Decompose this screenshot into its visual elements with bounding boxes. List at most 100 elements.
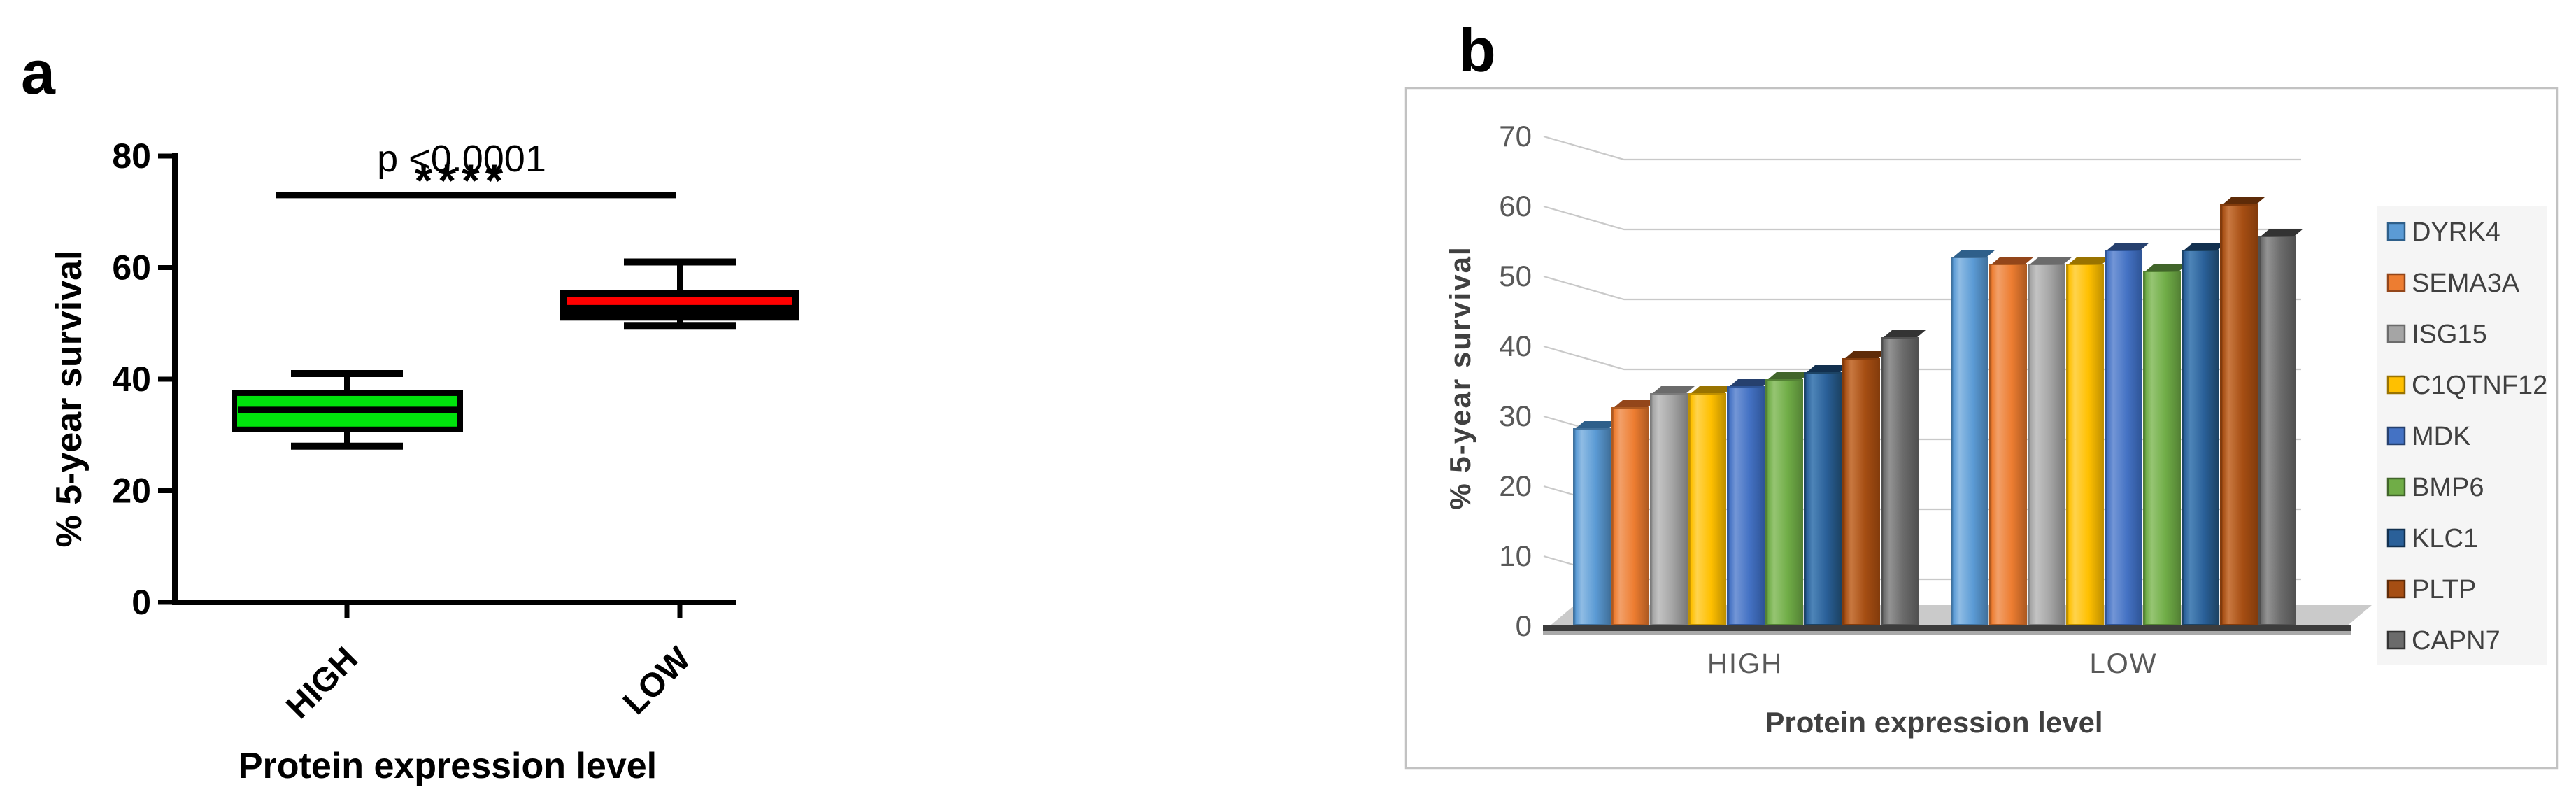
- bar-top-face: [1883, 330, 1926, 338]
- bar-front-face: [2143, 271, 2181, 625]
- floor-front-face: [1543, 631, 2351, 635]
- bar-c1qtnf12-low: [2066, 257, 2111, 625]
- bar-dyrk4-high: [1573, 421, 1618, 625]
- box-rect: [232, 390, 463, 432]
- bar-mdk-low: [2105, 243, 2149, 625]
- y-tick-label: 80: [112, 136, 151, 176]
- bar-top-face: [1691, 386, 1733, 394]
- legend-swatch-icon: [2386, 528, 2406, 548]
- x-axis-title: Protein expression level: [239, 746, 657, 786]
- bar-c1qtnf12-high: [1688, 386, 1733, 625]
- bar-top-face: [2261, 229, 2303, 236]
- legend-label: PLTP: [2412, 575, 2476, 604]
- bar-isg15-low: [2028, 257, 2072, 625]
- bar-bmp6-low: [2143, 264, 2188, 625]
- bar-front-face: [2066, 264, 2104, 625]
- legend-item-sema3a: SEMA3A: [2386, 269, 2520, 298]
- bar-front-face: [1650, 393, 1688, 625]
- bar-top-face: [1806, 365, 1849, 373]
- bar-klc1-low: [2182, 243, 2226, 625]
- y-tick-label: 20: [112, 472, 151, 511]
- bar-pltp-high: [1842, 351, 1887, 625]
- significance-stars: ****: [415, 155, 509, 206]
- bar-front-face: [1727, 386, 1765, 625]
- panel-b-label: b: [1458, 15, 1496, 85]
- bar-top-face: [2145, 264, 2188, 271]
- bar-top-face: [1729, 379, 1772, 387]
- y-axis-title: % 5-year survival: [49, 250, 90, 548]
- bar-front-face: [1688, 393, 1726, 625]
- y-tick-label: 70: [1499, 120, 1532, 153]
- bar-front-face: [2105, 250, 2142, 625]
- y-tick-label: 30: [1499, 399, 1532, 432]
- legend-swatch-icon: [2386, 426, 2406, 446]
- bar-sema3a-low: [1989, 257, 2034, 625]
- bar-front-face: [1611, 407, 1649, 625]
- bar-capn7-high: [1881, 330, 1926, 625]
- legend-label: KLC1: [2412, 524, 2478, 553]
- legend-item-c1qtnf12: C1QTNF12: [2386, 371, 2547, 400]
- x-category-label: HIGH: [1707, 648, 1783, 679]
- legend-label: SEMA3A: [2412, 269, 2520, 298]
- y-tick-label: 50: [1499, 260, 1532, 292]
- gridline: [1543, 205, 2301, 231]
- x-axis-title: Protein expression level: [1765, 706, 2102, 739]
- legend-item-dyrk4: DYRK4: [2386, 218, 2500, 247]
- legend-swatch-icon: [2386, 324, 2406, 343]
- bar-mdk-high: [1727, 379, 1772, 625]
- panel-a-label: a: [21, 38, 55, 107]
- bar-bmp6-high: [1765, 372, 1810, 625]
- bar-front-face: [1573, 428, 1611, 625]
- legend-item-mdk: MDK: [2386, 422, 2470, 451]
- bar3d-plot-area: 0 10 20 30 40 50 60 70 HIGH LOW Protein expression…: [1404, 87, 2559, 770]
- bar-front-face: [2258, 236, 2296, 625]
- bar-front-face: [1951, 257, 1988, 625]
- y-tick-label: 10: [1499, 539, 1532, 572]
- bar-top-face: [2030, 257, 2072, 264]
- bar-top-face: [2068, 257, 2111, 264]
- bar-top-face: [2184, 243, 2226, 250]
- y-tick-label: 40: [1499, 329, 1532, 362]
- legend-swatch-icon: [2386, 273, 2406, 292]
- legend-swatch-icon: [2386, 579, 2406, 599]
- legend-item-klc1: KLC1: [2386, 524, 2478, 553]
- legend-label: MDK: [2412, 422, 2470, 451]
- box-high: [232, 370, 463, 450]
- gridline: [1543, 135, 2301, 161]
- legend-label: DYRK4: [2412, 218, 2500, 247]
- box-rect: [560, 290, 799, 321]
- bar-top-face: [1953, 250, 1995, 257]
- bar-front-face: [1842, 358, 1880, 625]
- legend: DYRK4 SEMA3A ISG15 C1QTNF12 MDK BMP6 KLC1 PLTP C…: [2377, 206, 2547, 665]
- bar-group-low: [1951, 197, 2303, 625]
- bar-top-face: [1614, 400, 1656, 408]
- legend-swatch-icon: [2386, 630, 2406, 650]
- legend-swatch-icon: [2386, 222, 2406, 241]
- y-tick-label: 60: [1499, 190, 1532, 222]
- bar-front-face: [2182, 250, 2219, 625]
- y-axis-title: % 5-year survival: [1444, 246, 1476, 509]
- bar-front-face: [1881, 337, 1919, 625]
- bar-isg15-high: [1650, 386, 1695, 625]
- bar-top-face: [2107, 243, 2149, 250]
- legend-label: CAPN7: [2412, 626, 2500, 655]
- legend-item-pltp: PLTP: [2386, 575, 2476, 604]
- bar-top-face: [1575, 421, 1618, 429]
- bar-front-face: [1804, 372, 1842, 625]
- bar-front-face: [2220, 204, 2258, 625]
- floor-front-edge: [1543, 625, 2351, 631]
- y-tick-label: 60: [112, 248, 151, 288]
- bar-front-face: [1989, 264, 2027, 625]
- legend-item-bmp6: BMP6: [2386, 473, 2484, 502]
- bar-top-face: [2222, 197, 2265, 205]
- bar-pltp-low: [2220, 197, 2265, 625]
- bar-sema3a-high: [1611, 400, 1656, 625]
- bar-top-face: [1991, 257, 2034, 264]
- legend-swatch-icon: [2386, 477, 2406, 497]
- bar-front-face: [2028, 264, 2065, 625]
- bar-top-face: [1767, 372, 1810, 380]
- y-tick-label: 0: [1516, 609, 1532, 642]
